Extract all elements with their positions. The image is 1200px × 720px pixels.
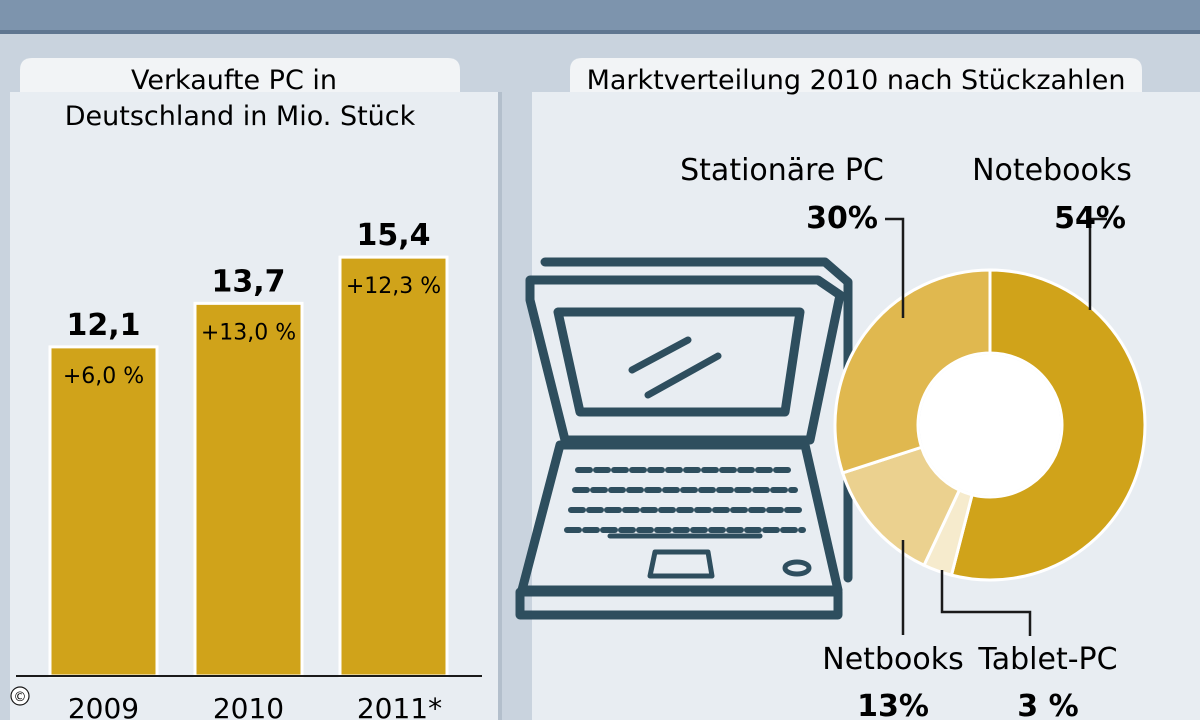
top-banner	[0, 0, 1200, 30]
bar-change-label: +6,0 %	[63, 364, 144, 389]
laptop-screen	[553, 307, 805, 417]
bar-change-label: +13,0 %	[201, 320, 296, 345]
bar-chart: 12,1 +6,0 % 2009 13,7 +13,0 % 2010 15,4 +12,3 %…	[48, 218, 449, 720]
right-title-tab	[570, 58, 1142, 92]
leader-stationaere	[885, 217, 905, 318]
bar-change-label: +12,3 %	[346, 274, 441, 299]
left-title-line1: Verkaufte PC in	[131, 65, 337, 96]
label-notebooks-name: Notebooks	[972, 153, 1132, 188]
left-title-line2: Deutschland in Mio. Stück	[65, 101, 416, 132]
leader-tablet	[940, 570, 1032, 636]
leader-notebooks	[1088, 217, 1107, 310]
laptop-front-edge	[515, 587, 843, 620]
donut-hole	[919, 354, 1061, 496]
bar-2009	[48, 345, 159, 678]
label-netbooks-value: 13%	[857, 689, 929, 720]
copyright-badge	[10, 686, 30, 706]
label-stationaere-value: 30%	[806, 201, 878, 236]
top-banner-edge	[0, 30, 1200, 34]
bar-category-label: 2011*	[357, 692, 442, 720]
donut-slice-stationrepc	[833, 268, 992, 475]
bar-category-label: 2010	[213, 692, 284, 720]
label-netbooks-name: Netbooks	[822, 642, 963, 677]
bar-2011	[338, 255, 449, 678]
donut-chart	[833, 268, 1147, 582]
label-tablet-name: Tablet-PC	[977, 642, 1117, 677]
screen-glare-2	[644, 352, 722, 399]
label-notebooks-value: 54%	[1054, 201, 1126, 236]
bar-value-label: 12,1	[66, 308, 140, 343]
label-stationaere-name: Stationäre PC	[680, 153, 884, 188]
laptop-lid	[525, 275, 845, 445]
donut-slice-notebooks	[949, 268, 1147, 582]
bar-value-label: 13,7	[211, 264, 285, 299]
leader-lines	[885, 217, 1107, 636]
label-tablet-value: 3 %	[1017, 689, 1078, 720]
bar-category-label: 2009	[68, 692, 139, 720]
laptop-touchpad	[647, 549, 715, 579]
panel-divider	[498, 92, 502, 720]
bar-value-label: 15,4	[356, 218, 430, 253]
laptop-led	[782, 559, 812, 577]
screen-glare-1	[628, 336, 692, 374]
left-title-tab	[20, 58, 460, 92]
right-title: Marktverteilung 2010 nach Stückzahlen	[587, 65, 1126, 96]
bar-2010	[193, 301, 304, 678]
copyright-symbol: ©	[14, 690, 27, 705]
